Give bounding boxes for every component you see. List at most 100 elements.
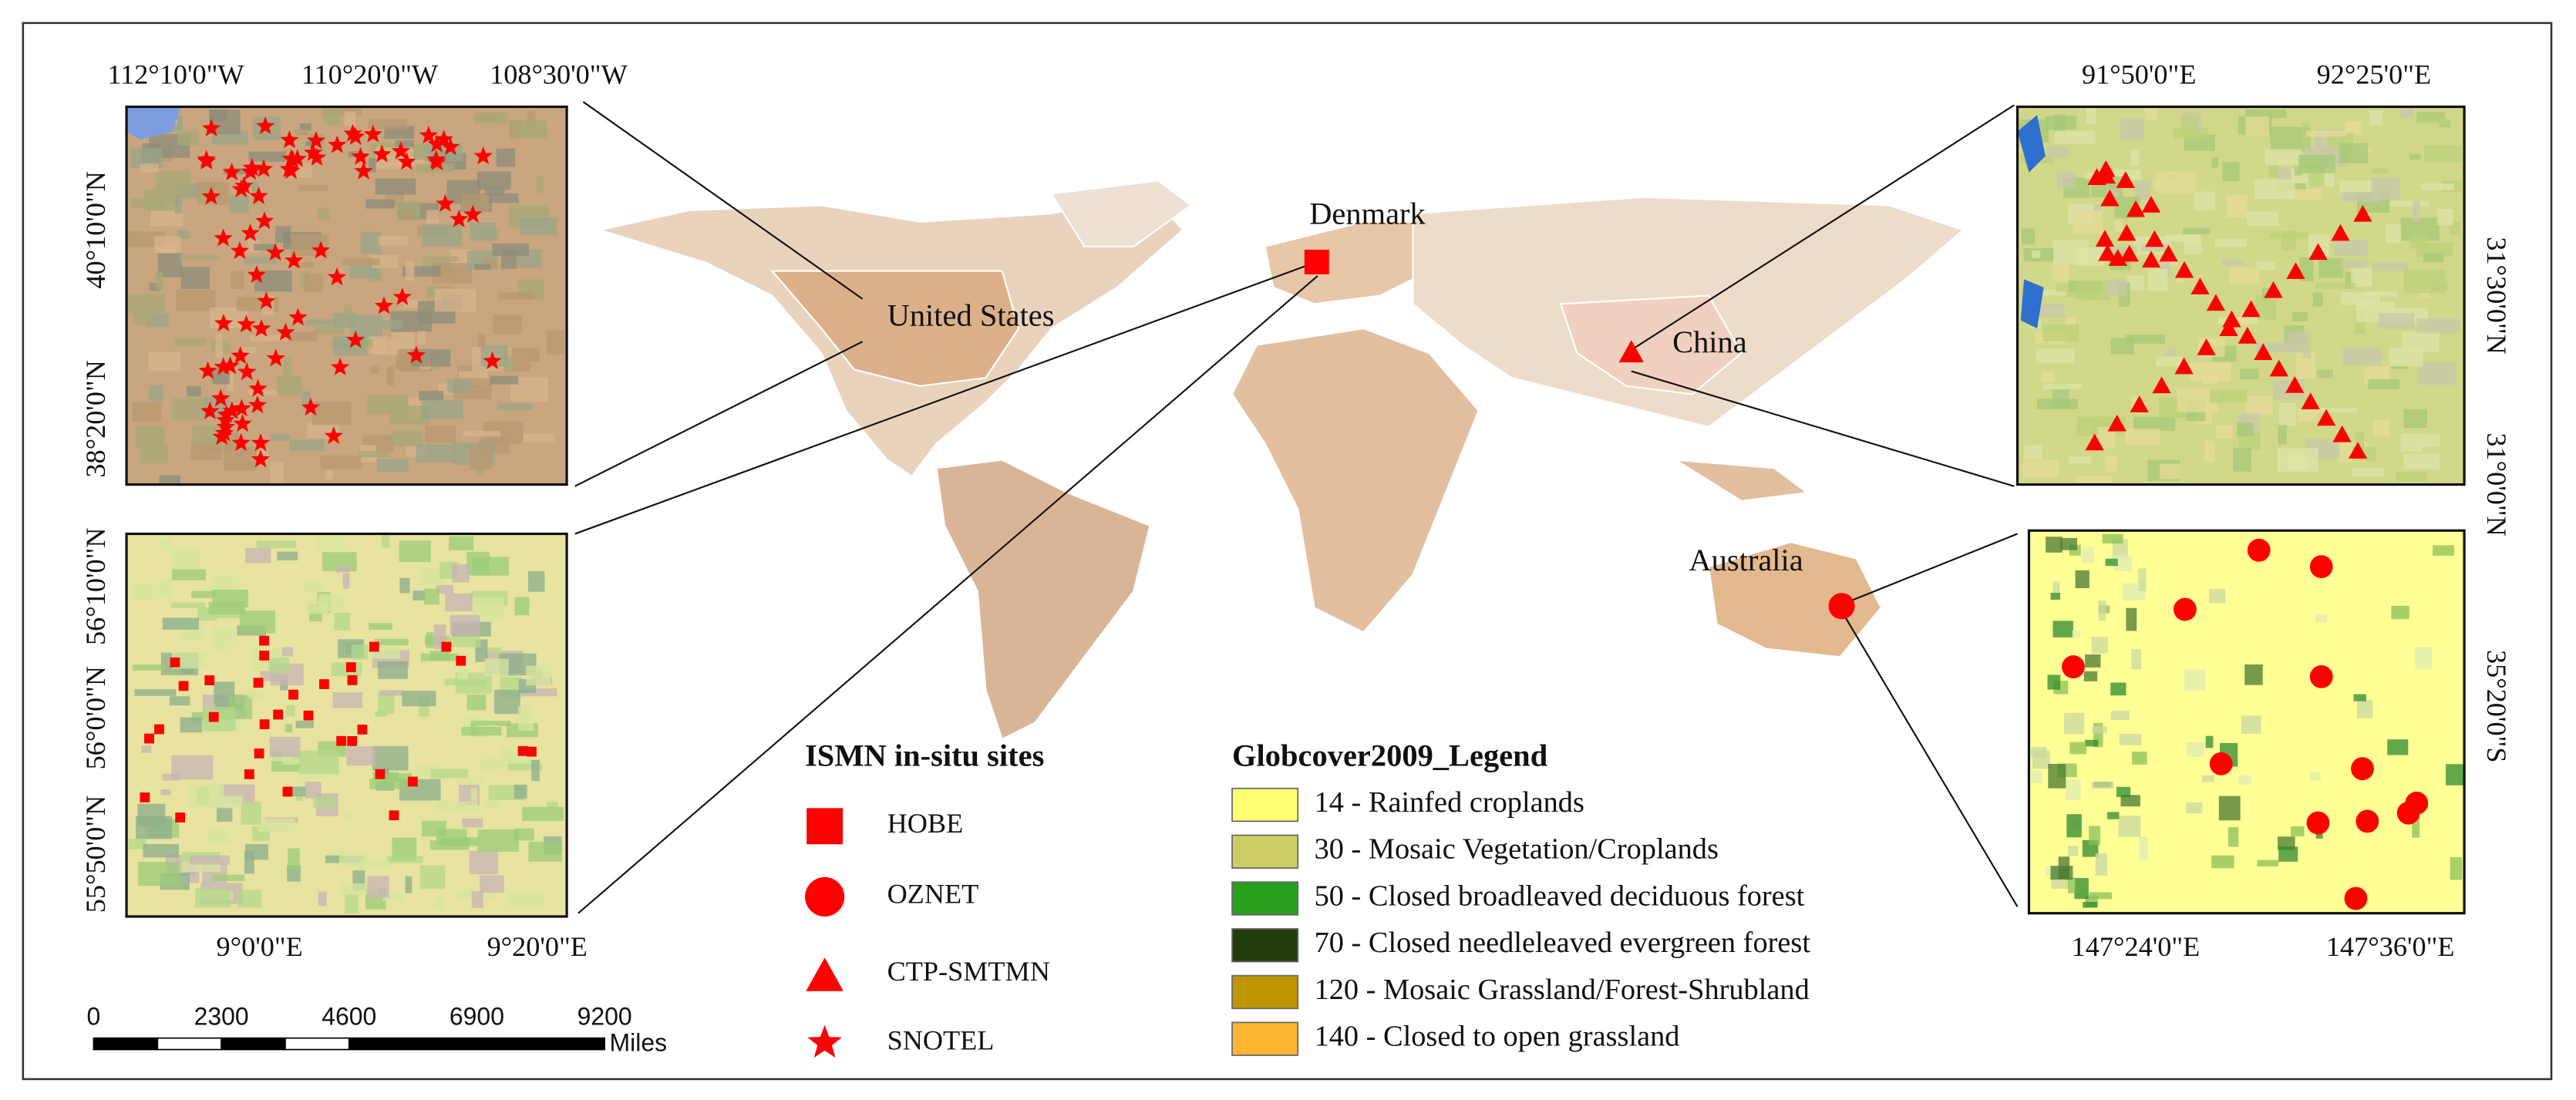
land-cover-patch <box>170 696 190 706</box>
land-cover-patch <box>2339 180 2373 194</box>
land-cover-patch <box>211 874 245 881</box>
land-cover-patch <box>2315 614 2328 622</box>
land-cover-patch <box>375 178 416 195</box>
land-cover-patch <box>2118 816 2141 837</box>
land-cover-patch <box>2298 409 2318 422</box>
inset-map <box>125 532 568 918</box>
oznet-site <box>2247 538 2271 562</box>
land-cover-patch <box>399 540 431 563</box>
coordinate-label: 56°0'0"N <box>80 666 111 769</box>
hobe-site <box>345 662 356 672</box>
land-cover-patch <box>2241 311 2249 326</box>
connector-lines <box>574 101 2019 914</box>
legend-label: 120 - Mosaic Grassland/Forest-Shrubland <box>1315 974 1810 1006</box>
land-cover-patch <box>2054 114 2066 133</box>
land-cover-patch <box>256 540 297 548</box>
snotel-site <box>392 287 412 305</box>
land-cover-patch <box>247 688 263 698</box>
land-cover-patch <box>433 896 446 910</box>
land-cover-patch <box>248 151 286 162</box>
land-cover-patch <box>2403 409 2427 428</box>
land-cover-patch <box>208 601 246 615</box>
snotel-site <box>281 161 301 180</box>
snotel-site <box>266 348 285 367</box>
coordinate-label: 147°36'0"E <box>2326 931 2455 962</box>
scale-label: 9200 <box>577 1003 632 1031</box>
land-cover-patch <box>2286 331 2311 353</box>
land-cover-patch <box>2055 130 2096 144</box>
snotel-site <box>211 389 231 407</box>
land-cover-patch <box>2209 389 2248 404</box>
snotel-site <box>285 251 304 269</box>
land-cover-patch <box>2076 416 2099 436</box>
scale-label: 2300 <box>194 1003 249 1031</box>
hobe-site <box>259 651 270 661</box>
land-cover-patch <box>180 717 202 733</box>
land-cover-patch <box>368 158 376 173</box>
land-cover-patch <box>2437 208 2453 226</box>
land-cover-patch <box>268 658 290 674</box>
land-cover-patch <box>2112 539 2128 560</box>
ctp-site <box>2107 414 2126 432</box>
land-cover-patch <box>2083 901 2097 908</box>
land-cover-patch <box>248 389 278 395</box>
land-cover-patch <box>2036 399 2079 409</box>
land-cover-patch <box>2368 378 2400 389</box>
land-cover-patch <box>2050 866 2073 880</box>
snotel-site <box>374 296 394 315</box>
land-cover-patch <box>492 243 530 257</box>
land-cover-patch <box>2378 313 2415 329</box>
water <box>126 106 181 140</box>
land-cover-patch <box>2216 425 2233 439</box>
land-cover-patch <box>493 689 520 715</box>
land-cover-patch <box>285 724 293 733</box>
hobe-site <box>244 769 254 779</box>
land-cover-patch <box>415 766 441 775</box>
coordinate-label: 38°20'0"N <box>80 360 111 478</box>
land-cover-patch <box>434 288 476 312</box>
land-cover-patch <box>367 876 389 898</box>
land-cover-patch <box>126 294 166 314</box>
ctp-site <box>2152 376 2171 394</box>
land-cover-patch <box>277 551 298 560</box>
land-cover-patch <box>2305 130 2347 137</box>
land-cover-patch <box>447 378 472 393</box>
snotel-site <box>248 378 268 397</box>
land-cover-patch <box>2184 134 2216 151</box>
land-cover-patch <box>372 745 409 771</box>
inset-map <box>125 105 568 486</box>
land-cover-patch <box>507 892 544 908</box>
land-cover-patch <box>190 855 231 865</box>
land-cover-patch <box>490 375 519 385</box>
land-cover-patch <box>2420 434 2440 447</box>
land-cover-patch <box>2138 568 2147 591</box>
land-cover-patch <box>2205 735 2214 748</box>
land-cover-patch <box>159 475 180 483</box>
hobe-site <box>204 675 215 685</box>
land-cover-patch <box>134 689 177 696</box>
land-cover-patch <box>2201 775 2214 782</box>
legend-label: CTP-SMTMN <box>887 956 1050 987</box>
land-cover-patch <box>251 181 259 205</box>
land-cover-patch <box>2147 269 2168 291</box>
land-cover-patch <box>2126 607 2137 631</box>
ctp-site <box>2190 278 2210 294</box>
ctp-site <box>2197 338 2216 355</box>
ctp-site <box>2096 167 2116 184</box>
coordinate-label: 110°20'0"W <box>301 59 439 89</box>
land-cover-patch <box>294 129 308 136</box>
land-cover-patch <box>195 888 231 908</box>
snotel-site <box>311 241 331 259</box>
land-cover-patch <box>369 623 393 630</box>
coordinate-label: 9°20'0"E <box>487 931 588 962</box>
ctp-site <box>2254 343 2273 361</box>
ctp-site <box>2116 171 2135 188</box>
land-cover-patch <box>2312 292 2323 307</box>
snotel-site <box>441 137 460 156</box>
land-cover-patch <box>318 207 330 220</box>
land-cover-patch <box>2227 827 2239 847</box>
land-cover-patch <box>2086 108 2096 125</box>
land-cover-patch <box>2414 647 2433 670</box>
land-cover-patch <box>320 455 363 469</box>
